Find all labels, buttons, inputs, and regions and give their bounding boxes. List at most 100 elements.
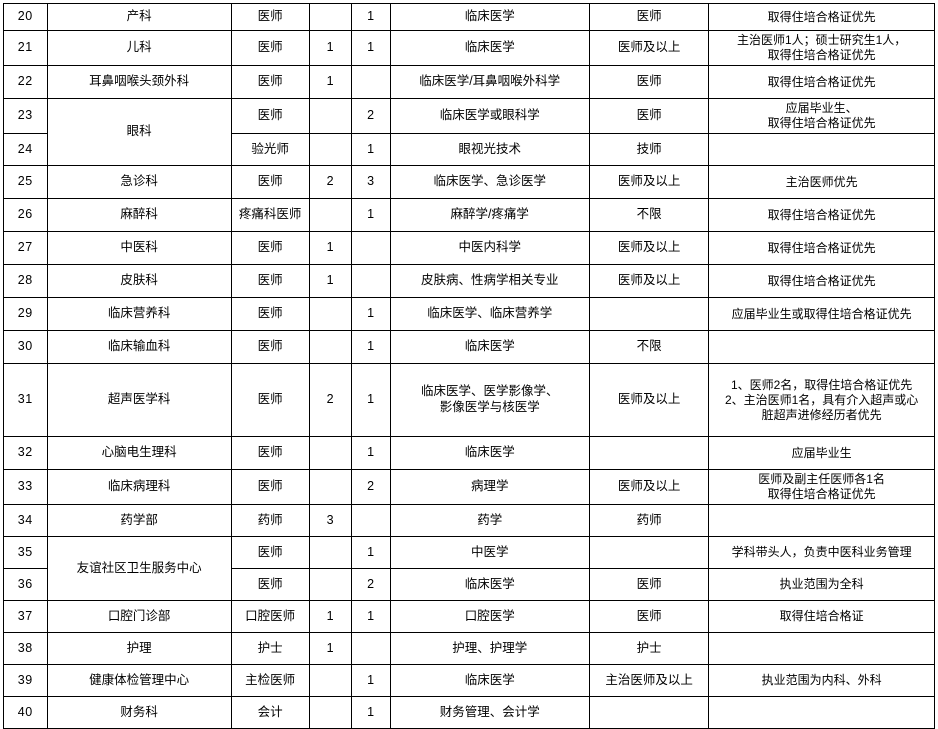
cell-major: 中医内科学 <box>389 231 590 265</box>
cell-department: 健康体检管理中心 <box>46 664 232 697</box>
cell-department: 儿科 <box>46 30 232 66</box>
cell-title: 医师及以上 <box>588 30 710 66</box>
cell-post: 医师 <box>230 264 310 298</box>
cell-title <box>588 436 710 470</box>
cell-post: 护士 <box>230 632 310 665</box>
cell-row-number: 30 <box>3 330 48 364</box>
cell-remark: 学科带头人，负责中医科业务管理 <box>708 536 935 569</box>
cell-row-number: 33 <box>3 469 48 505</box>
cell-title: 护士 <box>588 632 710 665</box>
table-row: 26 麻醉科 疼痛科医师 1 麻醉学/疼痛学 不限 取得住培合格证优先 <box>3 198 935 232</box>
table-row: 38 护理 护士 1 护理、护理学 护士 <box>3 632 935 665</box>
cell-department: 护理 <box>46 632 232 665</box>
cell-count-b <box>351 231 391 265</box>
cell-remark: 取得住培合格证优先 <box>708 231 935 265</box>
cell-major: 临床医学 <box>389 3 590 31</box>
cell-post: 医师 <box>230 30 310 66</box>
cell-count-b: 1 <box>351 30 391 66</box>
cell-post: 医师 <box>230 469 310 505</box>
cell-count-b: 2 <box>351 98 391 134</box>
cell-row-number: 37 <box>3 600 48 633</box>
cell-title: 医师及以上 <box>588 165 710 199</box>
cell-department: 友谊社区卫生服务中心 <box>46 536 232 601</box>
cell-count-a <box>308 330 353 364</box>
cell-post: 医师 <box>230 65 310 99</box>
table-row: 40 财务科 会计 1 财务管理、会计学 <box>3 696 935 729</box>
cell-count-a: 2 <box>308 165 353 199</box>
cell-post: 医师 <box>230 330 310 364</box>
cell-count-a: 2 <box>308 363 353 437</box>
cell-remark: 主治医师1人；硕士研究生1人， 取得住培合格证优先 <box>708 30 935 66</box>
cell-post: 医师 <box>230 165 310 199</box>
cell-count-a <box>308 536 353 569</box>
cell-title: 医师及以上 <box>588 363 710 437</box>
cell-department: 急诊科 <box>46 165 232 199</box>
cell-count-a <box>308 664 353 697</box>
cell-count-b <box>351 65 391 99</box>
cell-count-a <box>308 3 353 31</box>
cell-count-b: 1 <box>351 198 391 232</box>
cell-major: 临床医学 <box>389 664 590 697</box>
cell-count-b: 1 <box>351 696 391 729</box>
cell-post: 医师 <box>230 297 310 331</box>
cell-row-number: 28 <box>3 264 48 298</box>
cell-count-b: 2 <box>351 469 391 505</box>
cell-row-number: 21 <box>3 30 48 66</box>
cell-department: 超声医学科 <box>46 363 232 437</box>
cell-remark: 取得住培合格证 <box>708 600 935 633</box>
cell-remark: 应届毕业生、 取得住培合格证优先 <box>708 98 935 134</box>
cell-count-a <box>308 696 353 729</box>
cell-count-a: 1 <box>308 65 353 99</box>
cell-department: 中医科 <box>46 231 232 265</box>
cell-post: 主检医师 <box>230 664 310 697</box>
cell-title: 医师及以上 <box>588 231 710 265</box>
cell-title <box>588 297 710 331</box>
table-row: 36 医师 2 临床医学 医师 执业范围为全科 <box>3 568 935 601</box>
cell-remark: 1、医师2名，取得住培合格证优先 2、主治医师1名，具有介入超声或心 脏超声进修… <box>708 363 935 437</box>
cell-post: 口腔医师 <box>230 600 310 633</box>
cell-post: 医师 <box>230 436 310 470</box>
cell-count-a <box>308 469 353 505</box>
cell-major: 皮肤病、性病学相关专业 <box>389 264 590 298</box>
cell-count-b <box>351 632 391 665</box>
cell-count-a <box>308 133 353 166</box>
cell-major: 临床医学、临床营养学 <box>389 297 590 331</box>
cell-count-b: 1 <box>351 664 391 697</box>
cell-remark: 取得住培合格证优先 <box>708 65 935 99</box>
cell-post: 医师 <box>230 363 310 437</box>
table-row: 33 临床病理科 医师 2 病理学 医师及以上 医师及副主任医师各1名 取得住培合格证优先 <box>3 469 935 505</box>
cell-remark: 医师及副主任医师各1名 取得住培合格证优先 <box>708 469 935 505</box>
cell-row-number: 31 <box>3 363 48 437</box>
table-row: 29 临床营养科 医师 1 临床医学、临床营养学 应届毕业生或取得住培合格证优先 <box>3 297 935 331</box>
table-row: 24 验光师 1 眼视光技术 技师 <box>3 133 935 166</box>
cell-major: 眼视光技术 <box>389 133 590 166</box>
cell-remark: 取得住培合格证优先 <box>708 198 935 232</box>
cell-row-number: 38 <box>3 632 48 665</box>
recruitment-table-body: 20 产科 医师 1 临床医学 医师 取得住培合格证优先 21 儿科 医师 1 1 临床医学 医师及以上主… <box>3 3 935 729</box>
cell-count-b: 1 <box>351 363 391 437</box>
cell-row-number: 29 <box>3 297 48 331</box>
cell-title: 医师 <box>588 600 710 633</box>
table-row: 34 药学部 药师 3 药学 药师 <box>3 504 935 537</box>
cell-count-a: 1 <box>308 231 353 265</box>
table-row: 22 耳鼻咽喉头颈外科 医师 1 临床医学/耳鼻咽喉外科学 医师 取得住培合格证优先 <box>3 65 935 99</box>
cell-remark <box>708 632 935 665</box>
cell-row-number: 20 <box>3 3 48 31</box>
cell-remark: 应届毕业生或取得住培合格证优先 <box>708 297 935 331</box>
cell-count-b: 1 <box>351 297 391 331</box>
table-row: 25 急诊科 医师 2 3 临床医学、急诊医学 医师及以上 主治医师优先 <box>3 165 935 199</box>
cell-title: 医师 <box>588 65 710 99</box>
cell-remark <box>708 330 935 364</box>
cell-count-a <box>308 568 353 601</box>
cell-title: 医师 <box>588 568 710 601</box>
cell-department: 临床营养科 <box>46 297 232 331</box>
cell-major: 中医学 <box>389 536 590 569</box>
recruitment-table-sheet: 20 产科 医师 1 临床医学 医师 取得住培合格证优先 21 儿科 医师 1 1 临床医学 医师及以上主… <box>3 3 935 729</box>
table-row: 37 口腔门诊部 口腔医师 1 1 口腔医学 医师 取得住培合格证 <box>3 600 935 633</box>
cell-title: 医师及以上 <box>588 264 710 298</box>
cell-count-b: 1 <box>351 133 391 166</box>
cell-title <box>588 696 710 729</box>
cell-department: 口腔门诊部 <box>46 600 232 633</box>
cell-major: 药学 <box>389 504 590 537</box>
cell-title: 药师 <box>588 504 710 537</box>
